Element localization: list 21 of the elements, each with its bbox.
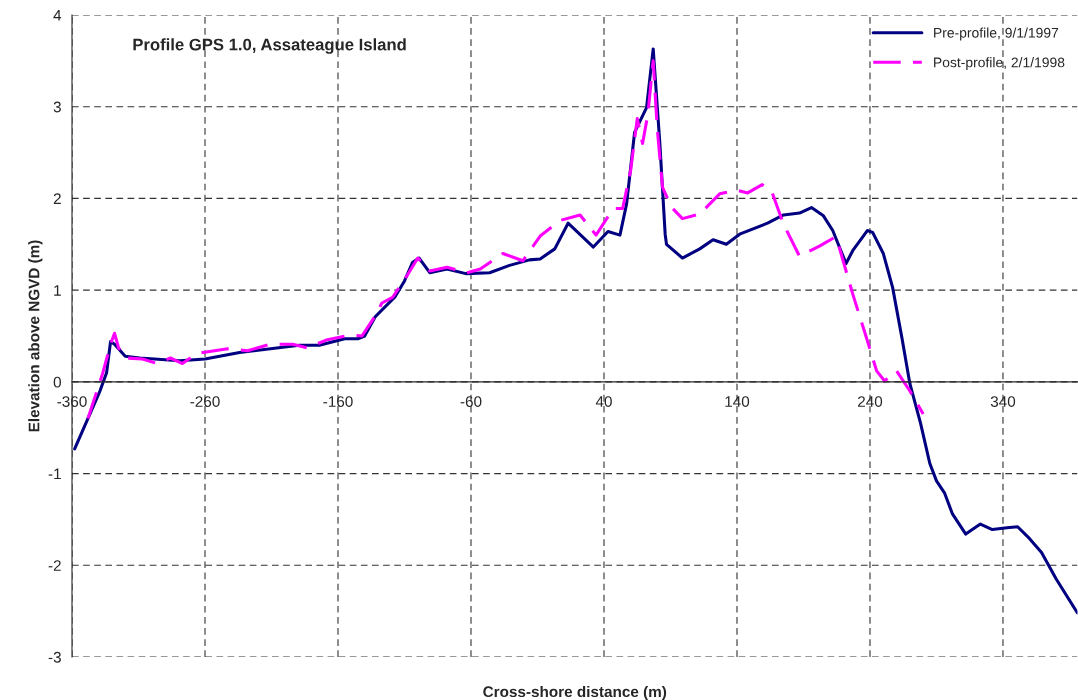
x-tick-label: 240 — [858, 396, 883, 407]
y-tick-label: 2 — [53, 193, 61, 204]
y-tick-label: 3 — [53, 101, 61, 113]
line-series — [86, 59, 925, 421]
x-tick-label: 340 — [990, 396, 1016, 407]
legend-label: Post-profile, 2/1/1998 — [934, 57, 1065, 71]
y-tick-label: 1 — [54, 285, 61, 296]
text: Profile GPS 1.0, Assateague Island — [133, 38, 406, 54]
legend-label: Pre-profile, 9/1/1997 — [934, 27, 1059, 41]
y-tick-label: 4 — [53, 10, 62, 21]
x-tick-label: -60 — [460, 396, 482, 407]
x-tick-label: -260 — [190, 396, 220, 407]
x-tick-label: 140 — [725, 396, 750, 407]
y-tick-label: -1 — [48, 468, 61, 480]
x-tick-label: 40 — [595, 396, 612, 407]
x-tick-label: -160 — [323, 396, 353, 407]
y-tick-label: 0 — [53, 376, 61, 388]
y-axis-title: Elevation above NGVD (m) — [28, 240, 43, 432]
x-axis-title: Cross-shore distance (m) — [483, 685, 667, 700]
y-tick-label: -2 — [48, 560, 61, 571]
y-tick-label: -3 — [48, 651, 61, 663]
